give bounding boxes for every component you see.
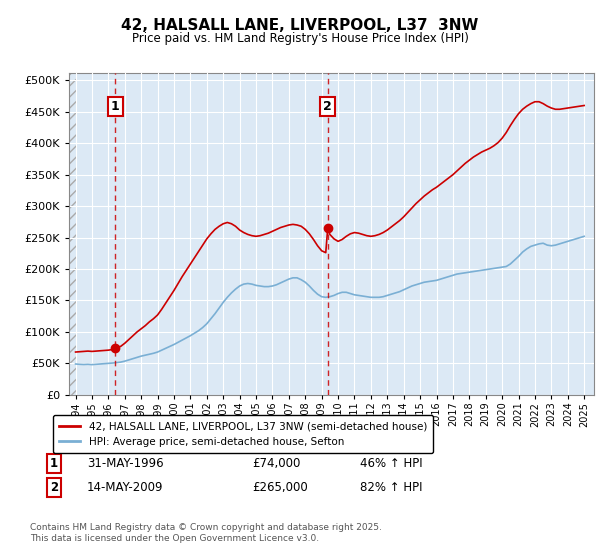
Text: 42, HALSALL LANE, LIVERPOOL, L37  3NW: 42, HALSALL LANE, LIVERPOOL, L37 3NW	[121, 18, 479, 34]
Text: 82% ↑ HPI: 82% ↑ HPI	[360, 480, 422, 494]
Text: £265,000: £265,000	[252, 480, 308, 494]
Text: 2: 2	[323, 100, 332, 113]
Text: Price paid vs. HM Land Registry's House Price Index (HPI): Price paid vs. HM Land Registry's House …	[131, 32, 469, 45]
Text: 1: 1	[50, 457, 58, 470]
Text: 14-MAY-2009: 14-MAY-2009	[87, 480, 163, 494]
Legend: 42, HALSALL LANE, LIVERPOOL, L37 3NW (semi-detached house), HPI: Average price, : 42, HALSALL LANE, LIVERPOOL, L37 3NW (se…	[53, 415, 433, 453]
Text: £74,000: £74,000	[252, 457, 301, 470]
Text: 31-MAY-1996: 31-MAY-1996	[87, 457, 164, 470]
Bar	[69, 73, 76, 395]
Text: 2: 2	[50, 480, 58, 494]
Text: 1: 1	[111, 100, 119, 113]
Text: 46% ↑ HPI: 46% ↑ HPI	[360, 457, 422, 470]
Text: Contains HM Land Registry data © Crown copyright and database right 2025.
This d: Contains HM Land Registry data © Crown c…	[30, 524, 382, 543]
